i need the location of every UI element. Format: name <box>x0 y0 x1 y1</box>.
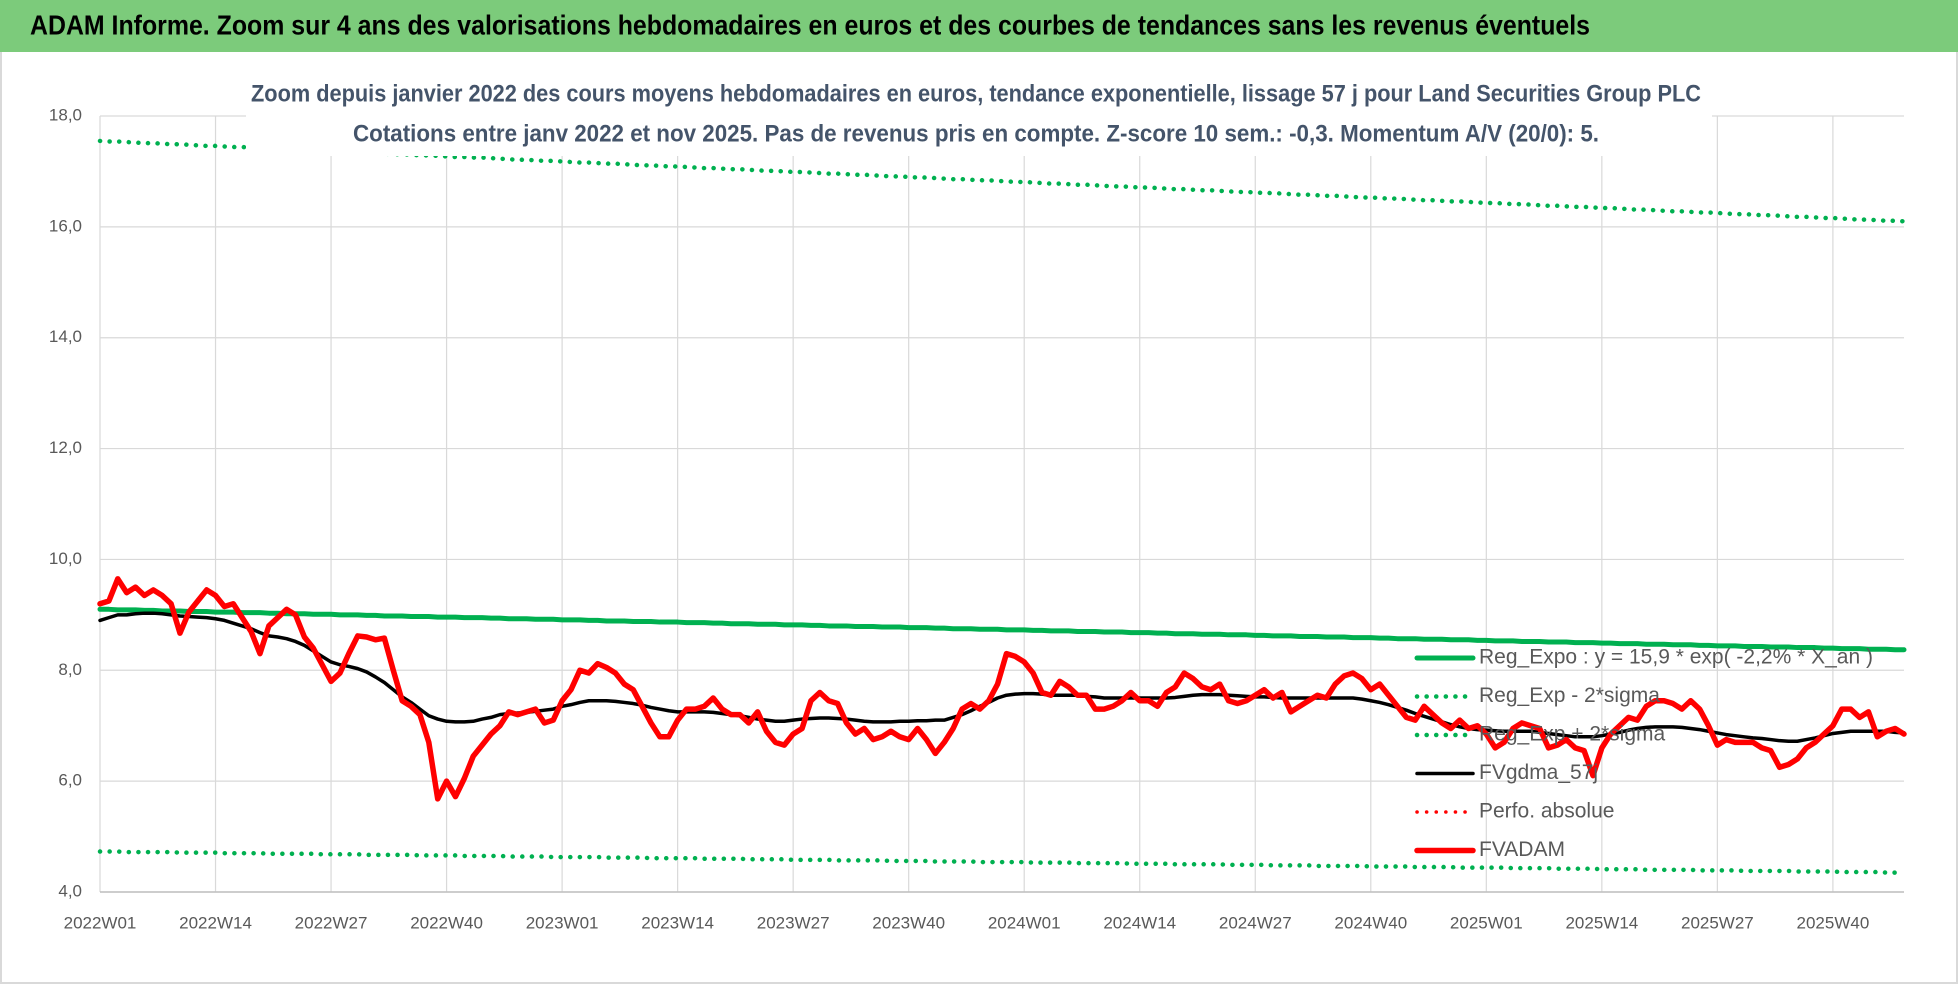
series-line <box>97 606 1907 653</box>
x-tick-label: 2025W14 <box>1565 913 1638 932</box>
plot-area: 4,0 6,0 8,0 10,0 12,0 14,0 16,0 18,0 2022W01 2022… <box>49 105 1907 932</box>
x-tick-label: 2024W27 <box>1219 913 1292 932</box>
legend-label: FVADAM <box>1479 838 1565 861</box>
y-tick-label: 12,0 <box>49 438 82 457</box>
y-tick-label: 8,0 <box>58 660 82 679</box>
x-tick-label: 2022W40 <box>410 913 483 932</box>
legend-label: Reg_Expo : y = 15,9 * exp( -2,2% * X_an … <box>1479 646 1873 669</box>
y-tick-label: 6,0 <box>58 771 82 790</box>
x-tick-label: 2024W01 <box>988 913 1061 932</box>
series-line <box>97 576 1907 802</box>
x-tick-label: 2025W27 <box>1681 913 1754 932</box>
series-line <box>97 849 1907 875</box>
title-background <box>246 74 1712 156</box>
x-tick-label: 2023W40 <box>872 913 945 932</box>
x-tick-label: 2023W14 <box>641 913 714 932</box>
x-tick-label: 2023W01 <box>526 913 599 932</box>
legend-label: Perfo. absolue <box>1479 800 1614 823</box>
legend-label: Reg_Exp + 2*sigma <box>1479 723 1666 746</box>
y-tick-label: 14,0 <box>49 327 82 346</box>
legend: Reg_Expo : y = 15,9 * exp( -2,2% * X_an … <box>1414 646 1873 861</box>
x-tick-label: 2022W27 <box>295 913 368 932</box>
x-tick-label: 2023W27 <box>757 913 830 932</box>
y-tick-label: 18,0 <box>49 105 82 124</box>
legend-label: FVgdma_57j <box>1479 761 1598 784</box>
y-tick-label: 4,0 <box>58 881 82 900</box>
y-tick-label: 16,0 <box>49 216 82 235</box>
x-tick-label: 2022W01 <box>64 913 137 932</box>
legend-label: Reg_Exp - 2*sigma <box>1479 684 1660 707</box>
x-tick-label: 2024W40 <box>1334 913 1407 932</box>
banner-title: ADAM Informe. Zoom sur 4 ans des valoris… <box>30 9 1590 40</box>
y-tick-label: 10,0 <box>49 549 82 568</box>
banner-background <box>0 0 1958 52</box>
chart-subtitle: Cotations entre janv 2022 et nov 2025. P… <box>353 120 1599 147</box>
x-tick-label: 2025W01 <box>1450 913 1523 932</box>
series-line <box>97 138 1907 224</box>
x-tick-label: 2024W14 <box>1103 913 1176 932</box>
chart-title: Zoom depuis janvier 2022 des cours moyen… <box>251 80 1701 107</box>
x-tick-label: 2022W14 <box>179 913 252 932</box>
x-tick-label: 2025W40 <box>1797 913 1870 932</box>
